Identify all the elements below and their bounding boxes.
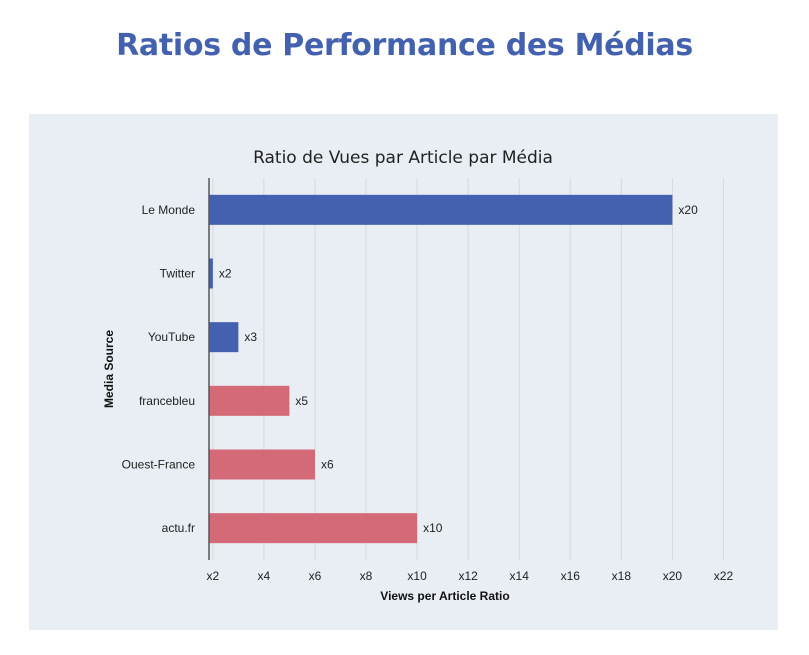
data-label: x2 — [219, 267, 232, 281]
chart-panel: Le Monde Twitter YouTube francebleu Ouest-Fr… — [29, 114, 778, 630]
data-label: x3 — [244, 330, 257, 344]
category-labels: Le Monde Twitter YouTube francebleu Ouest-Fr… — [122, 203, 196, 535]
x-tick-label: x18 — [612, 569, 632, 583]
x-tick-label: x8 — [360, 569, 373, 583]
y-axis-title: Media Source — [102, 330, 116, 408]
bar — [209, 194, 673, 225]
bar — [209, 322, 239, 353]
bars — [209, 194, 673, 544]
x-tick-labels: x2 x4 x6 x8 x10 x12 x14 x16 x18 x20 x22 — [206, 569, 733, 583]
data-label: x20 — [678, 203, 698, 217]
bar — [209, 385, 290, 416]
bar — [209, 258, 213, 289]
x-tick-label: x14 — [510, 569, 530, 583]
bar-chart: Le Monde Twitter YouTube francebleu Ouest-Fr… — [102, 148, 733, 603]
x-tick-label: x6 — [309, 569, 322, 583]
bar — [209, 449, 315, 480]
category-label: YouTube — [148, 330, 195, 344]
data-label: x6 — [321, 458, 334, 472]
category-label: Ouest-France — [122, 458, 196, 472]
category-label: francebleu — [139, 394, 195, 408]
chart-title: Ratio de Vues par Article par Média — [253, 148, 553, 168]
category-label: Le Monde — [142, 203, 196, 217]
data-label: x5 — [295, 394, 308, 408]
category-label: Twitter — [160, 267, 195, 281]
x-tick-label: x16 — [561, 569, 581, 583]
x-tick-label: x4 — [258, 569, 271, 583]
x-tick-label: x22 — [714, 569, 734, 583]
x-tick-label: x20 — [663, 569, 683, 583]
x-axis-title: Views per Article Ratio — [380, 589, 509, 603]
gridlines — [212, 178, 724, 560]
bar — [209, 513, 418, 544]
data-labels: x20 x2 x3 x5 x6 x10 — [219, 203, 698, 535]
page-title: Ratios de Performance des Médias — [116, 28, 693, 63]
x-tick-label: x10 — [407, 569, 427, 583]
data-label: x10 — [423, 521, 443, 535]
x-tick-label: x12 — [458, 569, 478, 583]
category-label: actu.fr — [162, 521, 195, 535]
x-tick-label: x2 — [206, 569, 219, 583]
